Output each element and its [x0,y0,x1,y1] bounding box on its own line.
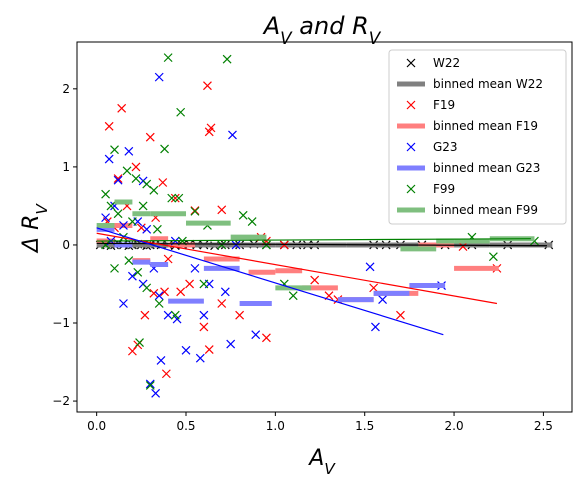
y-tick-label: 0 [62,238,70,252]
legend: W22 binned mean W22 F19 binned mean F19 G23 b… [389,50,566,224]
x-tick-label: 0.0 [87,419,106,433]
legend-label: binned mean G23 [433,161,540,175]
legend-label: G23 [433,140,458,154]
x-tick-label: 2.0 [445,419,464,433]
x-tick-label: 2.5 [534,419,553,433]
legend-label: F99 [433,182,455,196]
y-tick-label: 1 [62,160,70,174]
y-tick-label: −1 [52,316,70,330]
x-tick-label: 1.5 [355,419,374,433]
y-tick-label: 2 [62,82,70,96]
x-tick-label: 1.0 [266,419,285,433]
legend-label: F19 [433,98,455,112]
legend-label: binned mean W22 [433,77,543,91]
x-tick-label: 0.5 [176,419,195,433]
legend-label: binned mean F19 [433,119,538,133]
legend-label: binned mean F99 [433,203,538,217]
legend-label: W22 [433,56,460,70]
y-tick-label: −2 [52,394,70,408]
